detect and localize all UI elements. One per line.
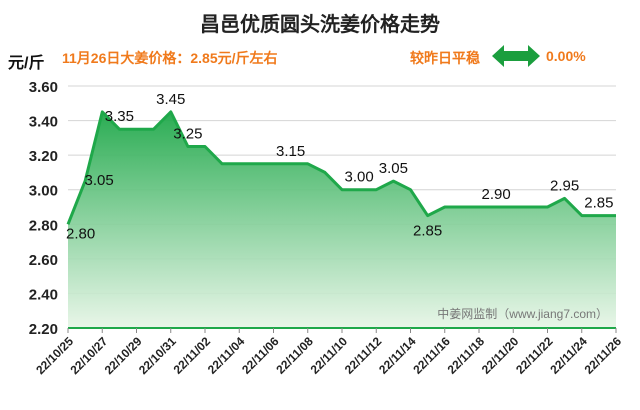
data-label: 2.80: [66, 225, 95, 242]
x-tick-label: 22/10/31: [136, 334, 179, 377]
data-label: 2.90: [482, 186, 511, 203]
data-label: 3.15: [276, 143, 305, 160]
y-tick-label: 3.20: [29, 148, 58, 165]
data-label: 3.45: [156, 91, 185, 108]
current-price-text: 11月26日大姜价格：2.85元/斤左右: [62, 50, 278, 66]
x-tick-label: 22/11/16: [410, 334, 453, 377]
data-label: 2.95: [550, 177, 579, 194]
y-tick-label: 2.80: [29, 217, 58, 234]
x-tick-label: 22/11/10: [308, 334, 351, 377]
x-tick-label: 22/11/26: [582, 334, 625, 377]
y-tick-label: 3.40: [29, 114, 58, 131]
x-tick-label: 22/11/02: [171, 334, 214, 377]
chart-title: 昌邑优质圆头洗姜价格走势: [200, 14, 440, 36]
y-axis-unit: 元/斤: [8, 55, 45, 72]
data-label: 3.05: [379, 160, 408, 177]
compare-label: 较昨日平稳: [410, 50, 480, 66]
y-tick-label: 2.40: [29, 286, 58, 303]
double-arrow-icon: [492, 45, 540, 67]
data-label: 3.00: [345, 169, 374, 186]
x-tick-label: 22/11/12: [342, 334, 385, 377]
y-tick-label: 3.60: [29, 79, 58, 96]
x-tick-label: 22/11/20: [479, 334, 522, 377]
watermark: 中姜网监制（www.jiang7.com）: [437, 306, 608, 321]
data-label: 3.35: [105, 108, 134, 125]
x-tick-label: 22/11/14: [376, 334, 419, 377]
data-label: 3.05: [85, 172, 114, 189]
x-tick-label: 22/11/22: [513, 334, 556, 377]
y-tick-label: 2.20: [29, 321, 58, 338]
price-area: [68, 111, 616, 329]
y-tick-label: 3.00: [29, 183, 58, 200]
x-tick-label: 22/11/04: [205, 334, 248, 377]
change-percent: 0.00%: [546, 48, 586, 64]
data-label: 2.85: [413, 223, 442, 240]
data-label: 3.25: [173, 126, 202, 143]
x-tick-label: 22/11/08: [273, 334, 316, 377]
x-tick-label: 22/11/18: [445, 334, 488, 377]
price-line: [66, 110, 616, 225]
x-tick-label: 22/11/24: [547, 334, 590, 377]
y-tick-label: 2.60: [29, 252, 58, 269]
data-label: 2.85: [584, 195, 613, 212]
x-tick-label: 22/11/06: [239, 334, 282, 377]
